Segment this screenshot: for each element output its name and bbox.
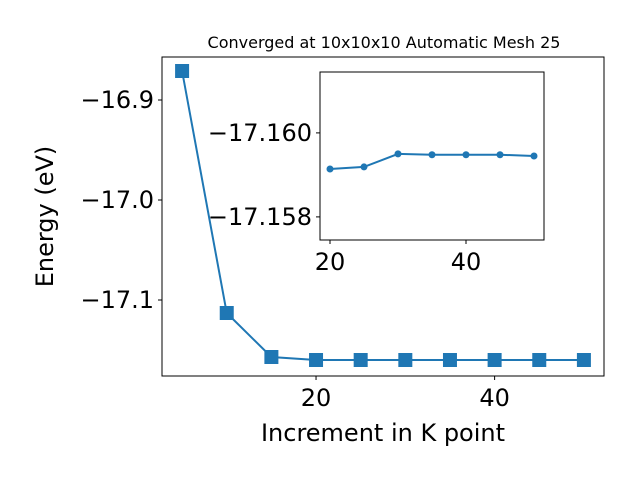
marker: [394, 150, 402, 158]
x-tick-label: 40: [451, 248, 482, 276]
marker: [353, 353, 368, 367]
marker: [532, 353, 547, 367]
y-axis-label: Energy (eV): [31, 146, 59, 288]
y-tick-label: −16.9: [80, 86, 154, 114]
marker: [264, 350, 279, 364]
x-tick-label: 20: [315, 248, 346, 276]
y-tick-label: −17.160: [208, 119, 312, 147]
marker: [219, 306, 234, 320]
x-tick-label: 20: [301, 384, 332, 412]
chart-title: Converged at 10x10x10 Automatic Mesh 25: [208, 33, 561, 52]
x-tick-label: 40: [479, 384, 510, 412]
y-tick-label: −17.1: [80, 286, 154, 314]
marker: [398, 353, 413, 367]
marker: [175, 64, 190, 78]
marker: [576, 353, 591, 367]
marker: [360, 163, 368, 171]
marker: [442, 353, 457, 367]
series-line: [181, 70, 584, 361]
marker: [462, 151, 470, 159]
y-tick-label: −17.0: [80, 186, 154, 214]
marker: [326, 165, 334, 173]
x-axis-label: Increment in K point: [261, 419, 505, 447]
marker: [309, 353, 324, 367]
marker: [530, 152, 538, 160]
marker: [487, 353, 502, 367]
marker: [496, 151, 504, 159]
y-tick-label: −17.158: [208, 203, 312, 231]
marker: [428, 151, 436, 159]
